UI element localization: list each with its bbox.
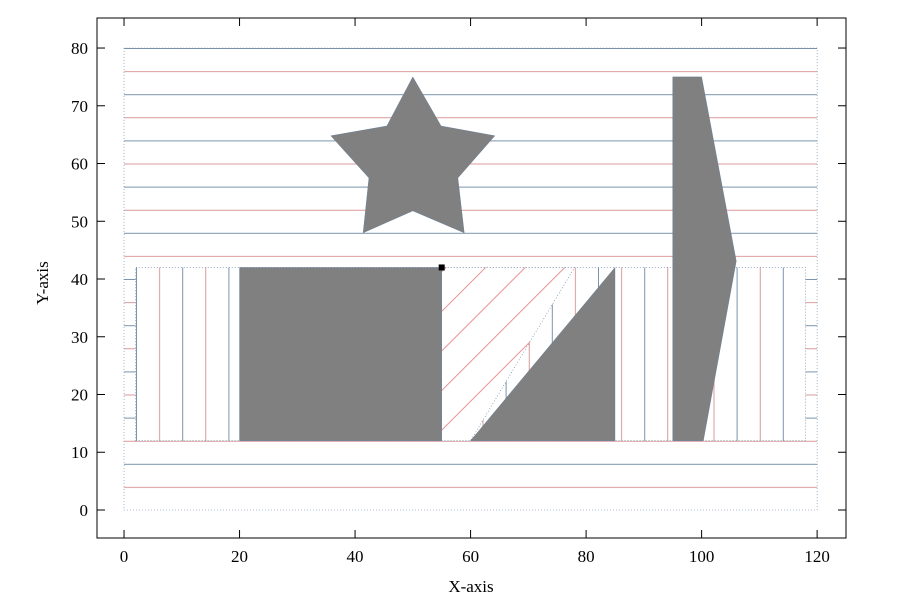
- y-tick-label: 20: [71, 386, 88, 405]
- y-tick-label: 70: [71, 97, 88, 116]
- x-tick-label: 120: [804, 547, 830, 566]
- y-axis-label: Y-axis: [33, 261, 52, 304]
- filled-shape: [672, 76, 737, 441]
- point: [438, 264, 445, 271]
- x-tick-label: 40: [347, 547, 364, 566]
- y-tick-label: 60: [71, 155, 88, 174]
- x-tick-label: 0: [120, 547, 129, 566]
- y-tick-label: 0: [80, 501, 89, 520]
- x-tick-label: 100: [689, 547, 715, 566]
- filled-shape: [239, 267, 442, 441]
- x-tick-label: 80: [578, 547, 595, 566]
- filled-shape: [470, 266, 616, 441]
- x-tick-label: 60: [462, 547, 479, 566]
- x-axis-label: X-axis: [448, 577, 493, 596]
- y-tick-label: 50: [71, 212, 88, 231]
- x-tick-label: 20: [231, 547, 248, 566]
- plot-area: [123, 47, 818, 511]
- y-tick-label: 40: [71, 270, 88, 289]
- filled-shape: [330, 76, 496, 234]
- hatched-region: [441, 267, 576, 441]
- y-tick-label: 10: [71, 443, 88, 462]
- y-tick-label: 80: [71, 39, 88, 58]
- plot-frame: [96, 17, 847, 539]
- y-tick-label: 30: [71, 328, 88, 347]
